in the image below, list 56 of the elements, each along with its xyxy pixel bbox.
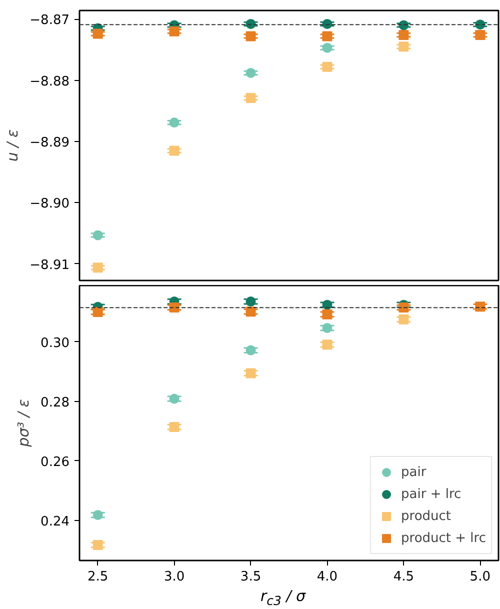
point [322, 300, 332, 310]
point [246, 345, 256, 356]
x-tick-label: 3.0 [164, 570, 185, 584]
x-tick-label: 3.5 [240, 570, 262, 584]
point [246, 18, 256, 29]
point [92, 28, 103, 39]
x-tick-label: 2.5 [88, 570, 108, 584]
point [169, 146, 180, 156]
y-tick-label: 0.26 [40, 454, 70, 470]
point [322, 340, 332, 350]
point [246, 368, 256, 378]
point [246, 296, 256, 307]
y-tick-label: −8.89 [30, 136, 70, 151]
y-tick-label: −8.88 [30, 74, 70, 90]
point [169, 394, 180, 404]
legend-label: product [401, 508, 452, 524]
y-tick-label: 0.28 [40, 395, 70, 410]
point [246, 306, 256, 317]
point [92, 262, 103, 273]
y-axis-title: u / ε [4, 129, 22, 162]
point [475, 30, 486, 40]
point [246, 31, 256, 42]
point [169, 118, 180, 128]
x-tick-label: 4.0 [316, 570, 338, 584]
point [169, 422, 180, 432]
point [322, 18, 332, 29]
point [246, 93, 256, 104]
point [92, 540, 103, 550]
point [475, 302, 486, 312]
point [322, 309, 332, 320]
legend-label: pair + lrc [401, 486, 462, 502]
point [398, 302, 409, 312]
point [92, 510, 103, 520]
y-axis-title: pσ³ / ε [14, 399, 33, 448]
x-tick-label: 4.5 [393, 570, 414, 584]
point [398, 314, 409, 324]
y-tick-label: −8.90 [30, 196, 70, 212]
point [398, 30, 409, 40]
point [169, 302, 180, 312]
y-tick-label: −8.91 [30, 258, 70, 273]
legend-label: product + lrc [401, 530, 486, 546]
legend-label: pair [401, 464, 426, 480]
point [246, 68, 256, 78]
x-axis-title: r$_{c3}$ / σ [260, 586, 306, 609]
point [169, 26, 180, 36]
point [398, 42, 409, 52]
y-tick-label: 0.24 [40, 514, 70, 530]
point [322, 323, 332, 334]
x-tick-label: 5.0 [470, 570, 490, 584]
point [92, 230, 103, 240]
y-tick-label: 0.30 [40, 336, 70, 351]
point [92, 306, 103, 317]
point [322, 42, 332, 53]
y-tick-label: −8.87 [30, 13, 70, 28]
point [322, 31, 332, 42]
point [322, 62, 332, 72]
